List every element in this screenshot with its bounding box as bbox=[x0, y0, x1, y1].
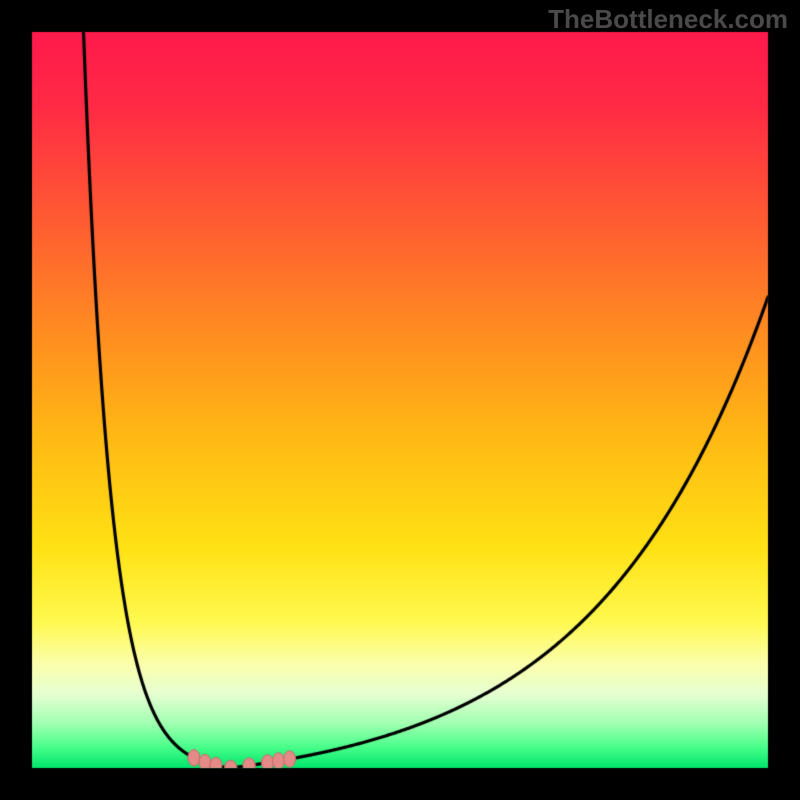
watermark-text: TheBottleneck.com bbox=[548, 4, 788, 35]
chart-stage: TheBottleneck.com bbox=[0, 0, 800, 800]
bottleneck-curve bbox=[0, 0, 800, 800]
